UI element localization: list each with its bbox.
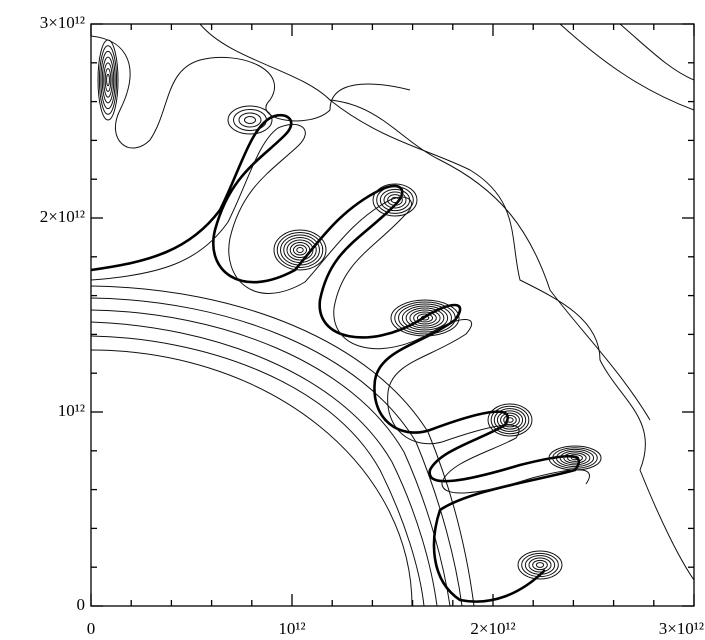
contour	[105, 69, 111, 92]
y-tick-label: 3×10¹²	[40, 13, 85, 32]
contour	[91, 310, 450, 606]
contour	[294, 245, 307, 255]
contour	[91, 350, 412, 606]
contour	[620, 24, 694, 80]
contour	[245, 117, 256, 124]
contour	[377, 187, 414, 214]
y-tick-label: 2×10¹²	[40, 207, 85, 226]
contour	[380, 189, 409, 210]
contour	[91, 124, 590, 493]
contour	[536, 563, 543, 568]
x-tick-label: 2×10¹²	[470, 619, 515, 638]
contour	[91, 336, 424, 606]
contour	[533, 560, 548, 569]
y-tick-label: 0	[77, 595, 86, 614]
contour	[494, 409, 525, 432]
chart: 0 10¹² 2×10¹² 3×10¹² 0 10¹² 2×10¹² 3×10¹²	[0, 0, 705, 640]
contour-field	[91, 24, 694, 606]
contour	[504, 415, 517, 424]
x-tick-label: 3×10¹²	[659, 619, 704, 638]
contour	[91, 286, 474, 606]
contour	[560, 24, 694, 110]
x-tick-label: 10¹²	[278, 619, 305, 638]
contour	[239, 113, 261, 127]
contour	[297, 248, 304, 253]
contour	[107, 74, 110, 85]
y-tick-label: 10¹²	[58, 401, 85, 420]
x-tick-label: 0	[87, 619, 96, 638]
contour	[101, 51, 115, 108]
contour	[91, 115, 579, 601]
contour	[200, 24, 694, 580]
contour	[91, 322, 437, 606]
contour	[91, 36, 410, 148]
